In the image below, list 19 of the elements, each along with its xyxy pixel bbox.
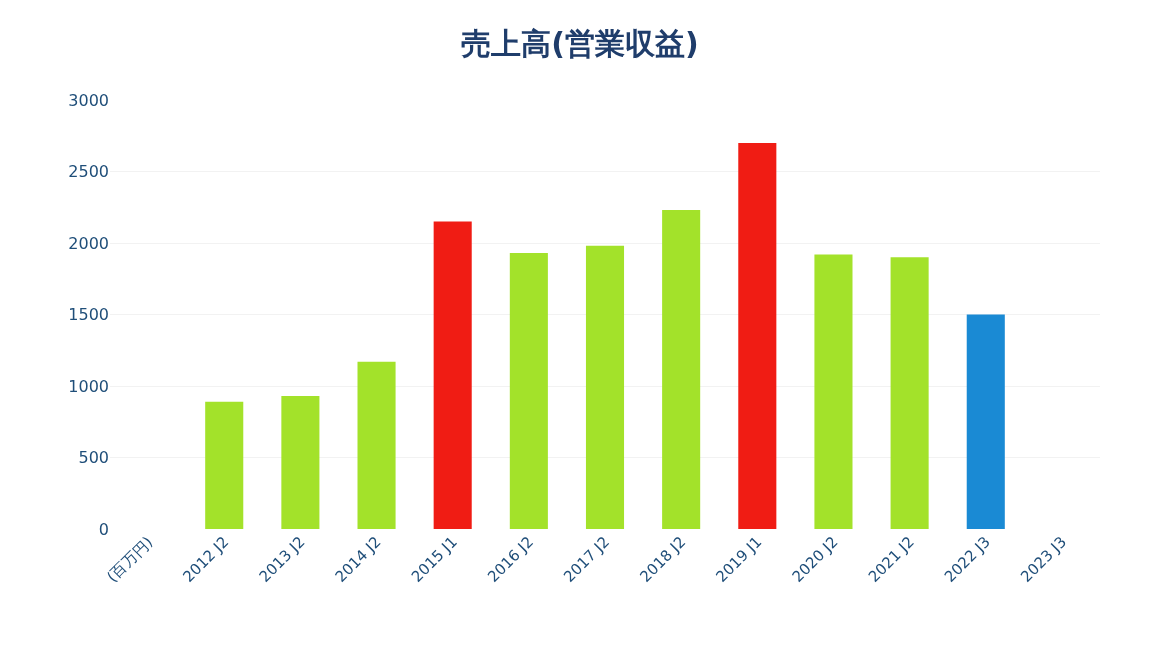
y-tick-label: 500 — [78, 448, 109, 468]
bar — [890, 257, 929, 529]
bar — [585, 245, 625, 529]
bar — [966, 314, 1005, 529]
bar — [205, 401, 244, 529]
bar — [662, 210, 701, 529]
y-tick-label: 2000 — [68, 233, 109, 253]
bar — [738, 142, 777, 529]
chart-title: 売上高(営業収益) — [461, 25, 699, 61]
bar — [433, 221, 472, 529]
y-tick-label: 0 — [98, 519, 109, 539]
bar — [814, 254, 853, 529]
bar — [509, 253, 548, 529]
bar — [281, 396, 320, 529]
y-tick-label: 2500 — [68, 162, 109, 182]
y-tick-label: 1500 — [68, 305, 109, 325]
y-tick-label: 3000 — [68, 90, 109, 110]
y-tick-label: 1000 — [68, 376, 109, 396]
bar — [357, 361, 396, 529]
